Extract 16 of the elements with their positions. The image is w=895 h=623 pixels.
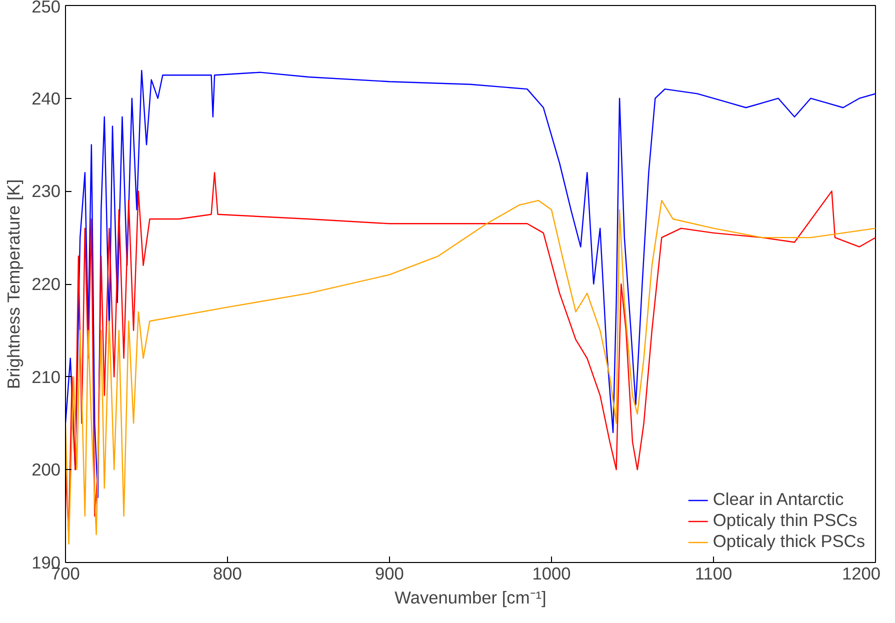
x-tick-label: 800	[213, 564, 242, 584]
y-tick-label: 240	[32, 88, 61, 108]
y-tick-label: 250	[32, 0, 61, 16]
x-tick-label: 1000	[532, 564, 571, 584]
legend-label: Clear in Antarctic	[712, 489, 844, 510]
y-axis-title: Brightness Temperature [K]	[4, 179, 24, 389]
x-tick-label: 900	[375, 564, 404, 584]
y-tick-label: 220	[32, 274, 61, 294]
y-tick-label: 230	[32, 181, 61, 202]
x-tick-label: 1200	[842, 564, 881, 584]
x-tick-label: 1100	[694, 564, 732, 584]
legend-label: Opticaly thick PSCs	[712, 531, 865, 552]
y-tick-label: 200	[32, 460, 61, 480]
y-tick-label: 210	[32, 366, 61, 387]
legend-label: Opticaly thin PSCs	[712, 510, 858, 531]
x-axis-title: Wavenumber [cm⁻¹]	[394, 588, 546, 608]
